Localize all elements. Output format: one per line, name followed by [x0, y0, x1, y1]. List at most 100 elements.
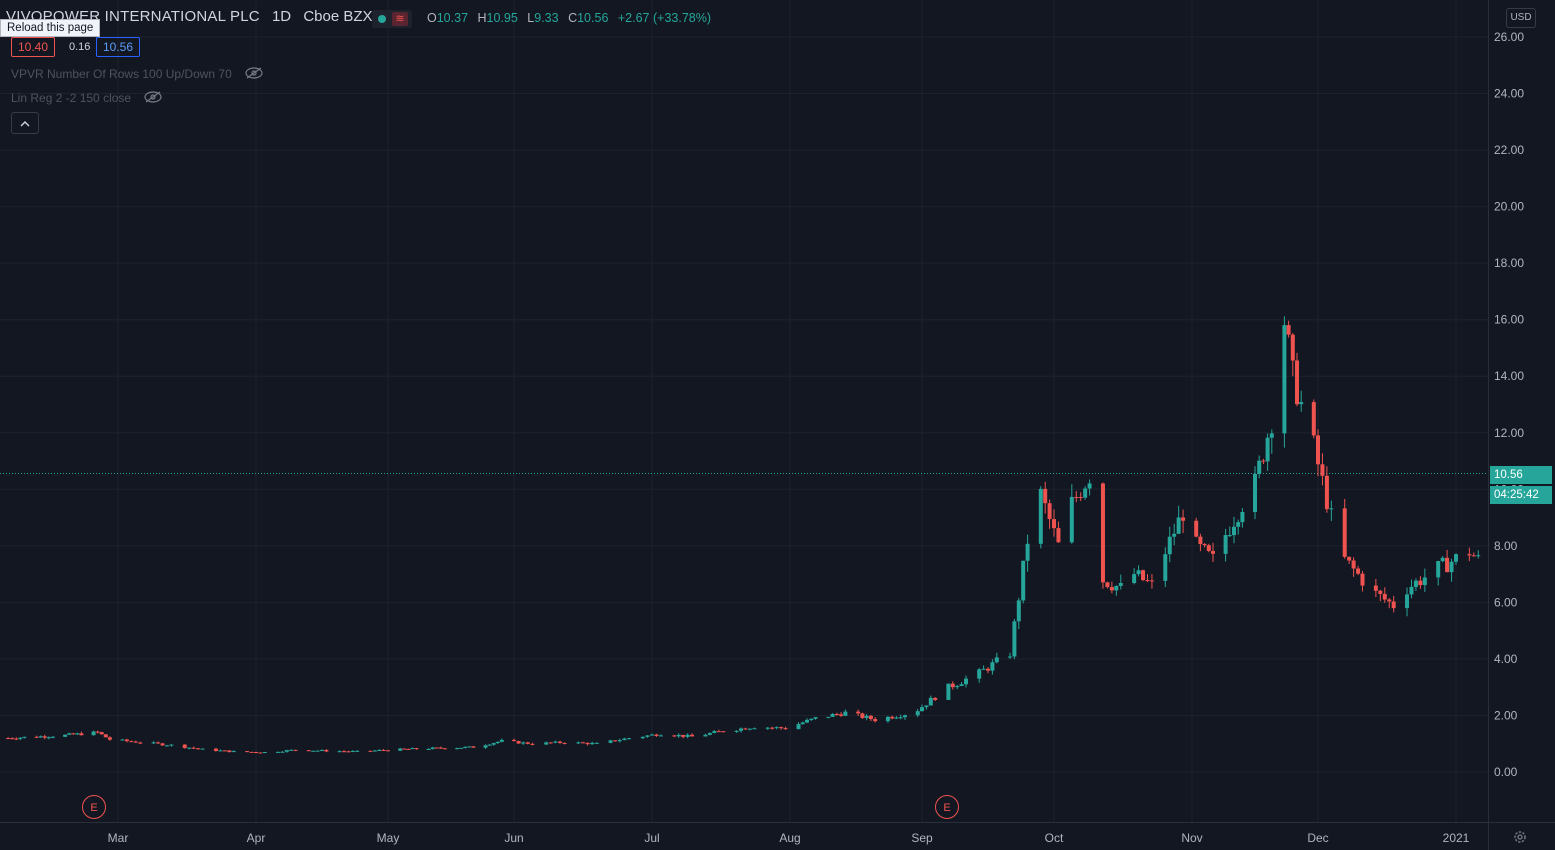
high-value: 10.95: [486, 11, 518, 25]
y-tick-label: 12.00: [1494, 426, 1524, 440]
candle: [315, 750, 320, 752]
candle: [1132, 568, 1137, 585]
candle: [14, 737, 19, 740]
candle: [1149, 574, 1154, 589]
earnings-marker[interactable]: E: [82, 795, 106, 819]
candle: [46, 736, 51, 740]
indicator-linreg-label: Lin Reg 2 -2 150 close: [11, 91, 132, 105]
candle: [1409, 579, 1414, 599]
candle-body: [467, 746, 472, 748]
candle-body: [289, 749, 294, 751]
candle: [151, 741, 156, 745]
candle-body: [34, 736, 39, 738]
bid-price-box[interactable]: 10.40: [11, 37, 56, 57]
candle-body: [924, 705, 929, 708]
candle-body: [894, 717, 899, 719]
candle-body: [438, 747, 443, 749]
candle: [805, 718, 810, 724]
candle-body: [512, 739, 516, 741]
eye-hidden-icon[interactable]: [245, 67, 263, 82]
candle: [576, 741, 581, 744]
candle-body: [1163, 554, 1168, 581]
last-price-tag: 10.56: [1490, 466, 1552, 484]
candle: [10, 737, 15, 740]
candle-body: [426, 748, 431, 750]
candle: [1265, 433, 1270, 471]
candle: [672, 734, 677, 738]
candle: [6, 737, 11, 740]
candle-body: [324, 749, 329, 752]
candle-body: [585, 742, 590, 745]
candle-body: [222, 750, 227, 752]
candle-body: [79, 733, 84, 736]
candle: [50, 736, 55, 739]
eye-hidden-icon[interactable]: [144, 91, 163, 106]
candle: [562, 742, 567, 745]
candle-body: [977, 669, 982, 679]
candle-body: [6, 738, 11, 740]
indicator-linreg[interactable]: Lin Reg 2 -2 150 close: [11, 91, 163, 106]
gear-icon[interactable]: [1512, 829, 1528, 845]
y-tick-label: 8.00: [1494, 539, 1518, 553]
candle: [640, 736, 645, 740]
candle-body: [372, 750, 377, 752]
candle: [1253, 466, 1257, 520]
candle-body: [262, 752, 267, 754]
candle: [783, 726, 788, 730]
interval-label[interactable]: 1D: [271, 8, 292, 25]
candle-body: [218, 750, 223, 752]
candle-body: [463, 746, 468, 748]
candle-body: [1440, 557, 1445, 562]
candle-body: [1295, 360, 1299, 405]
y-tick-label: 26.00: [1494, 30, 1524, 44]
candle-body: [386, 750, 390, 752]
y-tick-label: 14.00: [1494, 369, 1524, 383]
candle-body: [231, 751, 236, 753]
candle-body: [830, 713, 835, 717]
candle-body: [1257, 460, 1262, 474]
candle: [581, 741, 585, 744]
currency-button[interactable]: USD: [1506, 8, 1536, 28]
candle: [1324, 466, 1329, 513]
candle: [553, 740, 558, 744]
candle: [558, 740, 562, 744]
candle-body: [839, 714, 844, 716]
low-value: 9.33: [534, 11, 559, 25]
candle-body: [703, 734, 708, 737]
candle: [1286, 320, 1291, 338]
candle-body: [1311, 402, 1316, 436]
candle-body: [1436, 561, 1441, 578]
candle: [608, 739, 613, 744]
candle-body: [1347, 556, 1352, 561]
candle-body: [558, 741, 562, 743]
candle-body: [707, 733, 712, 735]
candle-body: [1316, 435, 1320, 465]
candle-body: [779, 727, 784, 729]
market-status-badge[interactable]: ≋: [372, 10, 412, 28]
candle: [1227, 526, 1232, 537]
candle-body: [315, 750, 320, 752]
candle-body: [964, 678, 968, 685]
candle: [34, 735, 39, 738]
indicator-vpvr[interactable]: VPVR Number Of Rows 100 Up/Down 70: [11, 67, 263, 82]
collapse-indicators-button[interactable]: [11, 112, 39, 134]
candle-body: [747, 728, 752, 730]
x-tick-label: Nov: [1181, 831, 1202, 845]
candle: [67, 732, 72, 736]
candle: [1021, 560, 1026, 604]
candle: [1467, 547, 1472, 562]
candle: [1012, 618, 1017, 660]
candle-body: [311, 750, 316, 752]
candle-body: [690, 734, 695, 737]
ask-price-box[interactable]: 10.56: [96, 37, 141, 57]
candle: [200, 748, 205, 750]
earnings-marker[interactable]: E: [935, 795, 959, 819]
candle: [337, 750, 342, 753]
candle-body: [1232, 526, 1236, 536]
candle-body: [1467, 554, 1472, 556]
candle: [1356, 565, 1361, 576]
candle-body: [950, 683, 955, 688]
candle: [977, 667, 982, 683]
candle: [1454, 553, 1458, 565]
